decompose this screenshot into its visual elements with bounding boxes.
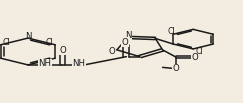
Text: O: O <box>191 53 198 62</box>
Text: N: N <box>25 32 31 41</box>
Text: NH: NH <box>72 59 86 68</box>
Text: Cl: Cl <box>3 38 10 47</box>
Text: O: O <box>122 38 129 47</box>
Text: O: O <box>173 64 179 73</box>
Text: N: N <box>126 31 132 40</box>
Text: Cl: Cl <box>167 27 175 36</box>
Text: NH: NH <box>38 59 52 68</box>
Text: O: O <box>109 47 115 56</box>
Text: Cl: Cl <box>195 47 203 56</box>
Text: O: O <box>59 46 66 55</box>
Text: Cl: Cl <box>45 38 53 47</box>
